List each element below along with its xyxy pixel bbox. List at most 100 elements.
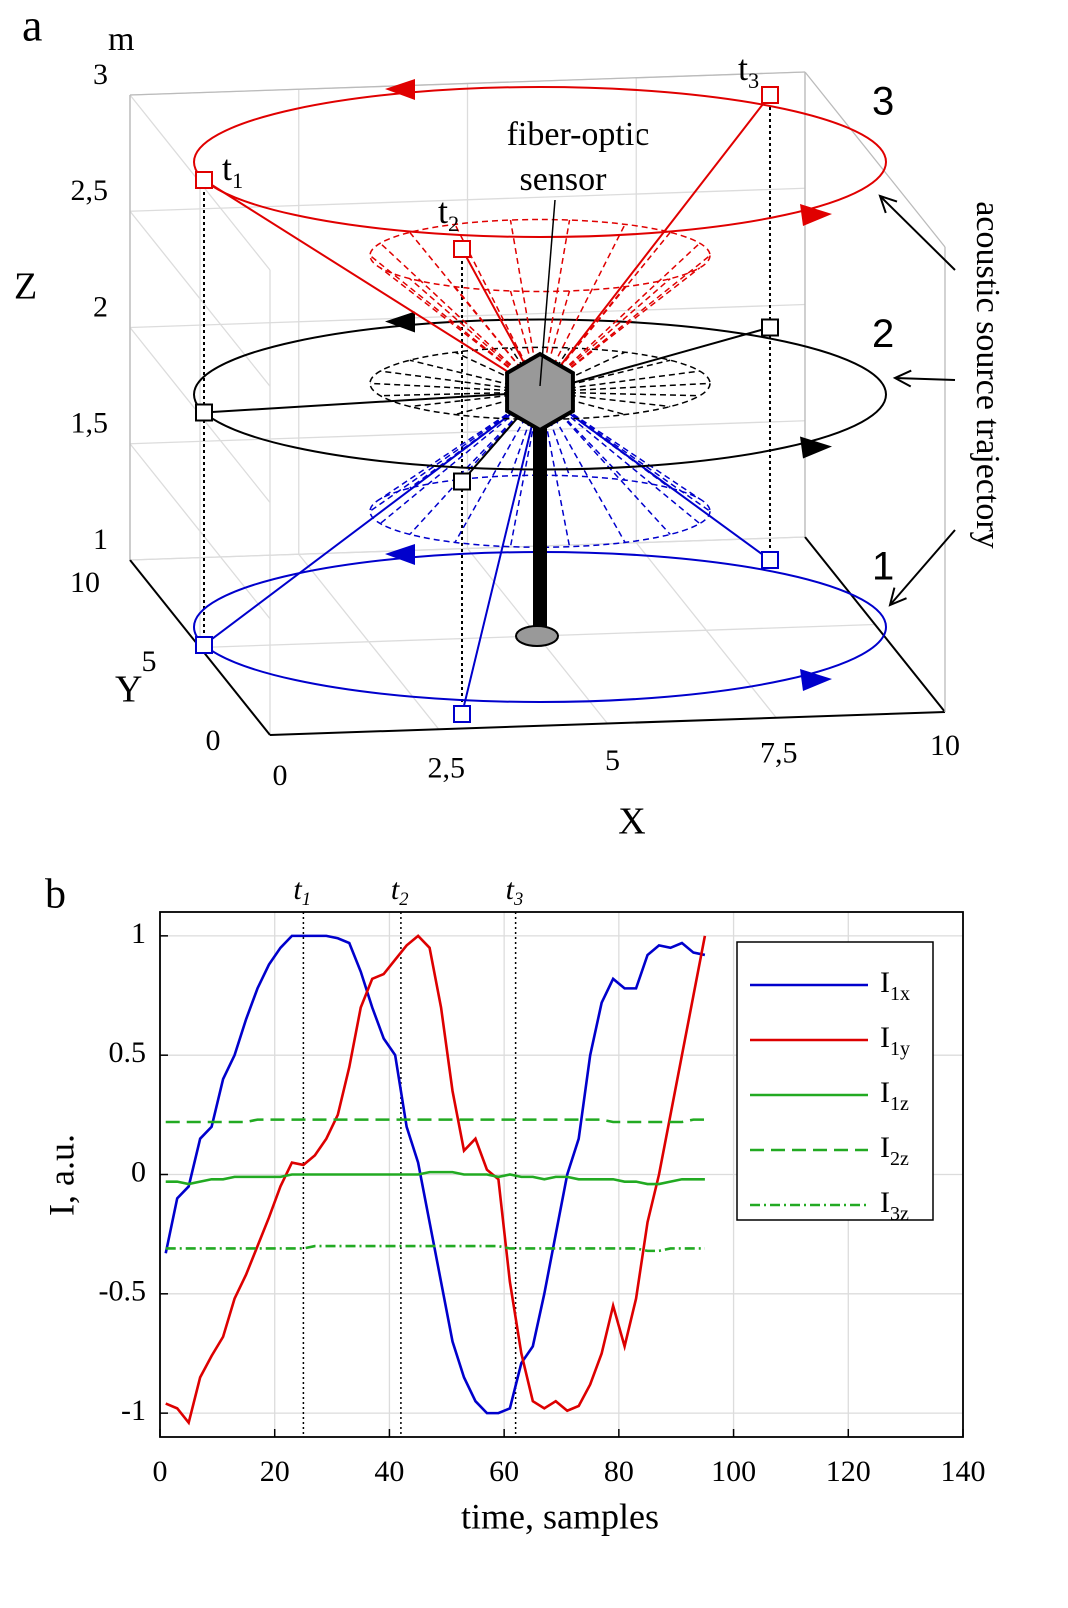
panel-label: b (45, 872, 66, 918)
trajectory-name: 1 (872, 545, 894, 589)
directivity-ray (539, 347, 571, 393)
source-ray (539, 94, 771, 393)
directivity-ray (454, 391, 541, 543)
directivity-ray (539, 278, 671, 393)
time-marker-label-main: t (293, 873, 302, 906)
time-marker-label: t3 (506, 873, 524, 910)
legend-entry: I1z (880, 1076, 909, 1115)
series-line (165, 934, 707, 1426)
legend-sub: 1y (890, 1038, 910, 1060)
x-tick-label: 20 (260, 1455, 290, 1488)
directivity-ray (380, 370, 541, 393)
directivity-ray (539, 391, 626, 543)
time-marker-label-sub: 3 (513, 889, 523, 910)
panel-label: a (22, 0, 42, 51)
time-label-main: t (222, 148, 232, 188)
direction-arrow (800, 436, 832, 459)
sensor-label: sensor (520, 161, 608, 198)
legend-name: I (880, 1076, 890, 1109)
source-ray (539, 326, 771, 393)
source-ray (203, 179, 541, 393)
directivity-ray (369, 254, 541, 393)
legend-name: I (880, 1021, 890, 1054)
source-point (453, 240, 471, 258)
y-tick-label: 0 (131, 1155, 146, 1188)
time-label-sub: 3 (748, 68, 759, 93)
directivity-ray (539, 382, 711, 393)
trajectory-name: 2 (872, 312, 894, 356)
directivity-ray (509, 290, 541, 393)
legend-name: I (880, 966, 890, 999)
x-tick-label: 2,5 (428, 751, 466, 784)
legend-entry: I1y (880, 1021, 910, 1060)
series-line (165, 1118, 705, 1124)
direction-arrow (385, 79, 415, 100)
directivity-ray (539, 391, 571, 547)
box-edge (804, 71, 946, 248)
series-line (165, 1244, 705, 1253)
x-axis-label: X (618, 801, 645, 843)
source-point (761, 551, 779, 569)
y-tick-label: -1 (121, 1394, 146, 1427)
y-tick-label: 10 (70, 566, 100, 599)
legend-sub: 1z (890, 1093, 909, 1115)
z-tick-label: 1 (93, 523, 108, 556)
source-point (453, 472, 471, 491)
directivity-cone (369, 474, 711, 548)
pointer (894, 377, 956, 381)
unit-label: m (108, 21, 134, 58)
x-tick-label: 0 (153, 1455, 168, 1488)
y-tick-label: 1 (131, 917, 146, 950)
series-line (165, 1170, 705, 1186)
time-label-sub: 1 (232, 168, 243, 193)
y-axis-label: I, a.u. (41, 1134, 81, 1216)
time-marker-label-sub: 2 (399, 889, 408, 910)
legend-entry: I1x (880, 966, 910, 1005)
x-tick-label: 100 (711, 1455, 756, 1488)
series-line (164, 934, 706, 1415)
grid-line (129, 303, 806, 329)
source-ray (461, 391, 541, 715)
legend-name: I (880, 1186, 890, 1219)
x-axis-label: time, samples (461, 1496, 659, 1536)
directivity-ray (380, 391, 541, 397)
pointer-head (892, 369, 912, 388)
legend (736, 941, 934, 1221)
direction-arrow (385, 544, 415, 565)
axis-line (269, 711, 946, 736)
x-tick-label: 140 (941, 1455, 986, 1488)
grid-line (129, 210, 271, 387)
direction-arrow (385, 311, 415, 333)
pointer (889, 529, 956, 606)
y-tick-label: -0.5 (99, 1275, 147, 1308)
trajectory-name: 3 (872, 80, 894, 124)
y-tick-label: 5 (142, 645, 157, 678)
sensor-pole (533, 420, 547, 632)
source-point (761, 318, 779, 337)
source-ray (539, 391, 771, 561)
time-marker-label-main: t (506, 873, 515, 906)
x-tick-label: 0 (273, 759, 288, 792)
sensor (505, 351, 575, 433)
time-marker-label: t2 (391, 873, 409, 910)
z-tick-label: 2 (93, 290, 108, 323)
source-point (195, 171, 213, 189)
directivity-ray (539, 370, 700, 393)
source-point (195, 403, 213, 422)
time-label-main: t (738, 48, 748, 88)
x-tick-label: 60 (489, 1455, 519, 1488)
z-axis-label: Z (14, 266, 37, 308)
legend-entry: I2z (880, 1131, 909, 1170)
grid-line (129, 187, 806, 212)
z-tick-label: 2,5 (71, 174, 109, 207)
source-ray (203, 391, 541, 414)
axis-line (804, 536, 946, 713)
legend-sub: 2z (890, 1148, 909, 1170)
legend-name: I (880, 1131, 890, 1164)
directivity-ray (539, 242, 701, 393)
time-label-main: t (438, 191, 448, 231)
z-tick-label: 3 (93, 58, 108, 91)
box-edge (129, 71, 806, 96)
plot-frame (159, 911, 964, 1438)
